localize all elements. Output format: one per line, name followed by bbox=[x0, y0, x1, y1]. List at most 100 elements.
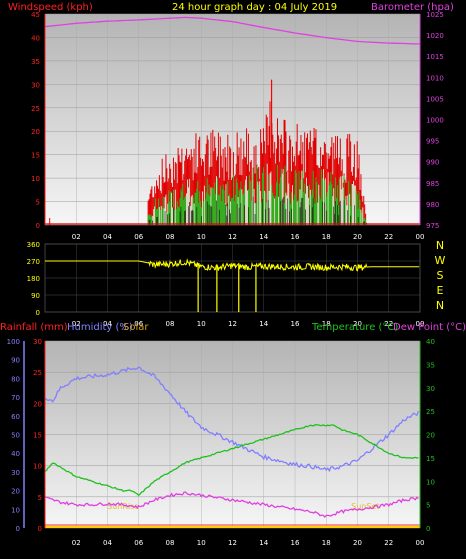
temperature-tick-label: 40 bbox=[426, 338, 435, 346]
wind-x-tick-label: 04 bbox=[103, 233, 112, 241]
barometer-tick-label: 1010 bbox=[426, 74, 444, 82]
barometer-tick-label: 985 bbox=[426, 180, 439, 188]
temperature-tick-label: 20 bbox=[426, 432, 435, 440]
direction-x-tick-label: 02 bbox=[72, 320, 81, 328]
wind-tick-label: 20 bbox=[31, 128, 40, 136]
wind-x-tick-label: 14 bbox=[259, 233, 268, 241]
direction-tick-label: 90 bbox=[31, 292, 40, 300]
humidity-tick-label: 50 bbox=[11, 432, 20, 440]
direction-x-tick-label: 16 bbox=[291, 320, 300, 328]
humidity-tick-label: 20 bbox=[11, 488, 20, 496]
wind-x-tick-label: 00 bbox=[416, 233, 425, 241]
temperature-tick-label: 35 bbox=[426, 361, 435, 369]
humidity-line bbox=[44, 366, 420, 473]
barometer-tick-label: 990 bbox=[426, 159, 439, 167]
wind-tick-label: 5 bbox=[36, 199, 40, 207]
compass-label: N bbox=[436, 239, 444, 252]
direction-x-tick-label: 06 bbox=[134, 320, 143, 328]
sunrise-label: SunRise bbox=[107, 502, 139, 511]
barometer-tick-label: 995 bbox=[426, 138, 439, 146]
barometer-tick-label: 1005 bbox=[426, 95, 444, 103]
rainfall-tick-label: 25 bbox=[33, 369, 42, 377]
wind-x-tick-label: 16 bbox=[291, 233, 300, 241]
temperature-humidity-panel: SunRise SunSet 0 5 10 15 20 25 30 0 10 20 30 40 50 60 7… bbox=[7, 338, 435, 547]
wind-tick-label: 40 bbox=[31, 34, 40, 42]
temp-x-tick-label: 20 bbox=[353, 539, 362, 547]
temperature-tick-label: 30 bbox=[426, 385, 435, 393]
temp-x-tick-label: 22 bbox=[384, 539, 393, 547]
temperature-axis-title: Temperature (°C) bbox=[311, 322, 398, 333]
temperature-line bbox=[44, 424, 419, 497]
wind-tick-label: 0 bbox=[36, 222, 40, 230]
rainfall-tick-label: 20 bbox=[33, 400, 42, 408]
humidity-tick-label: 60 bbox=[11, 413, 20, 421]
humidity-tick-label: 10 bbox=[11, 506, 20, 514]
dewpoint-line bbox=[44, 491, 419, 518]
wind-direction-line bbox=[45, 258, 420, 272]
wind-average-bars bbox=[147, 163, 368, 225]
dewpoint-axis-title: Dew Point (°C) bbox=[393, 322, 466, 333]
barometer-tick-label: 975 bbox=[426, 222, 439, 230]
temp-x-tick-label: 12 bbox=[228, 539, 237, 547]
chart-title: 24 hour graph day : 04 July 2019 bbox=[172, 2, 337, 13]
direction-x-tick-label: 14 bbox=[259, 320, 268, 328]
temp-x-tick-label: 04 bbox=[103, 539, 112, 547]
wind-tick-label: 10 bbox=[31, 175, 40, 183]
barometer-tick-label: 980 bbox=[426, 201, 439, 209]
temp-x-tick-label: 14 bbox=[259, 539, 268, 547]
direction-x-tick-label: 04 bbox=[103, 320, 112, 328]
direction-tick-label: 270 bbox=[27, 258, 40, 266]
direction-tick-label: 0 bbox=[36, 309, 40, 317]
barometer-line bbox=[44, 16, 421, 45]
direction-x-tick-label: 00 bbox=[416, 320, 425, 328]
compass-label: E bbox=[437, 284, 444, 297]
wind-tick-label: 30 bbox=[31, 81, 40, 89]
compass-label: W bbox=[435, 254, 446, 267]
rainfall-tick-label: 0 bbox=[38, 525, 42, 533]
solar-axis-title: Solar bbox=[123, 322, 149, 333]
wind-tick-label: 35 bbox=[31, 58, 40, 66]
wind-x-tick-label: 08 bbox=[166, 233, 175, 241]
temperature-tick-label: 25 bbox=[426, 408, 435, 416]
humidity-axis-title: Humidity (%) bbox=[67, 322, 133, 333]
direction-x-tick-label: 12 bbox=[228, 320, 237, 328]
temp-x-tick-label: 08 bbox=[166, 539, 175, 547]
barometer-tick-label: 1000 bbox=[426, 117, 444, 125]
humidity-tick-label: 70 bbox=[11, 394, 20, 402]
direction-x-tick-label: 18 bbox=[322, 320, 331, 328]
temperature-tick-label: 5 bbox=[426, 502, 430, 510]
wind-x-tick-label: 22 bbox=[384, 233, 393, 241]
rainfall-tick-label: 5 bbox=[38, 494, 42, 502]
temperature-tick-label: 10 bbox=[426, 478, 435, 486]
wind-tick-label: 25 bbox=[31, 105, 40, 113]
humidity-tick-label: 40 bbox=[11, 450, 20, 458]
wind-x-tick-label: 02 bbox=[72, 233, 81, 241]
direction-x-tick-label: 22 bbox=[384, 320, 393, 328]
temp-x-tick-label: 06 bbox=[134, 539, 143, 547]
compass-label: N bbox=[436, 299, 444, 312]
temp-x-tick-label: 02 bbox=[72, 539, 81, 547]
temp-x-tick-label: 10 bbox=[197, 539, 206, 547]
rainfall-tick-label: 10 bbox=[33, 463, 42, 471]
compass-label: S bbox=[437, 269, 444, 282]
wind-x-tick-label: 12 bbox=[228, 233, 237, 241]
temp-x-tick-label: 18 bbox=[322, 539, 331, 547]
temperature-tick-label: 15 bbox=[426, 455, 435, 463]
humidity-tick-label: 0 bbox=[16, 525, 20, 533]
wind-x-tick-label: 20 bbox=[353, 233, 362, 241]
barometer-tick-label: 1020 bbox=[426, 32, 444, 40]
temp-x-tick-label: 00 bbox=[416, 539, 425, 547]
barometer-tick-label: 1025 bbox=[426, 11, 444, 19]
direction-x-tick-label: 20 bbox=[353, 320, 362, 328]
wind-x-tick-label: 06 bbox=[134, 233, 143, 241]
rainfall-tick-label: 30 bbox=[33, 338, 42, 346]
direction-tick-label: 180 bbox=[27, 275, 40, 283]
direction-x-tick-label: 10 bbox=[197, 320, 206, 328]
wind-tick-label: 45 bbox=[31, 11, 40, 19]
wind-x-tick-label: 10 bbox=[197, 233, 206, 241]
sunset-label: SunSet bbox=[351, 502, 379, 511]
direction-x-tick-label: 08 bbox=[166, 320, 175, 328]
